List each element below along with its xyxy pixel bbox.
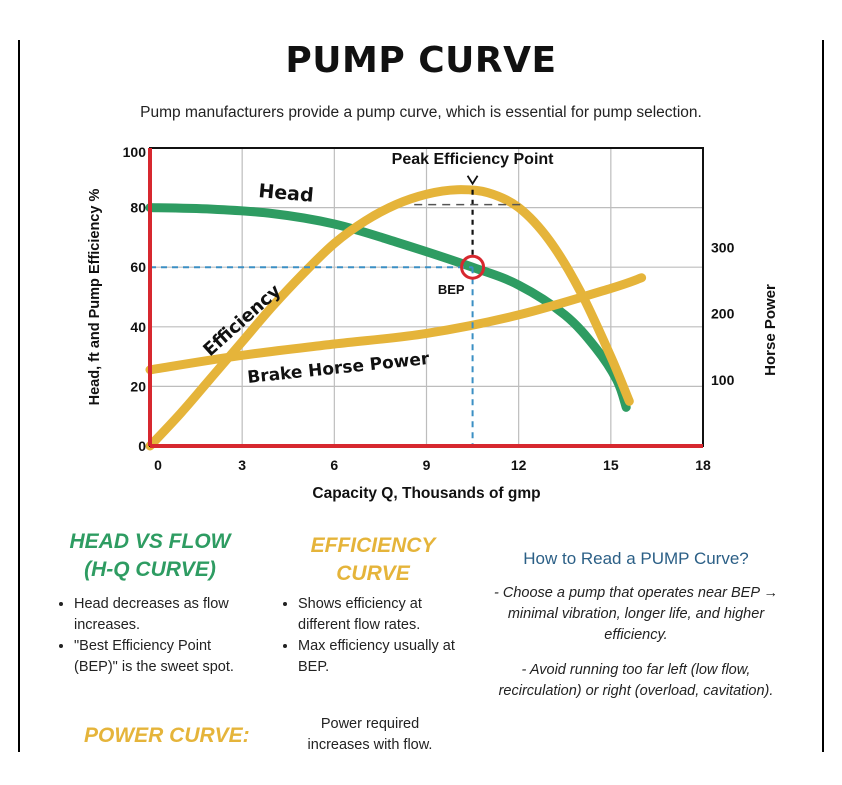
head-flow-bullet: "Best Efficiency Point (BEP)" is the swe… <box>74 636 250 678</box>
howto-paragraph-2: - Avoid running too far left (low flow, … <box>498 662 774 699</box>
peak-efficiency-label: Peak Efficiency Point <box>392 151 555 168</box>
page-title: PUMP CURVE <box>285 40 557 81</box>
howto-paragraph-1: - Choose a pump that operates near BEP →… <box>494 585 778 643</box>
y-tick-label: 80 <box>130 200 146 216</box>
peak-arrow <box>466 175 479 186</box>
efficiency-title-2: CURVE <box>336 562 410 585</box>
x-tick-label: 3 <box>238 457 246 473</box>
head-flow-bullet: Head decreases as flow increases. <box>74 594 250 636</box>
y-tick-label: 40 <box>130 319 146 335</box>
efficiency-bullet: Shows efficiency at different flow rates… <box>298 594 468 636</box>
efficiency-section: EFFICIENCY CURVE Shows efficiency at dif… <box>278 532 468 678</box>
brake-horse-power-curve <box>145 273 647 375</box>
pump-curve-chart: Peak Efficiency PointBEPHeadEfficiencyBr… <box>87 144 779 502</box>
y-tick-label: 60 <box>130 259 146 275</box>
power-curve-title: POWER CURVE: <box>84 724 250 747</box>
x-tick-label: 0 <box>154 457 162 473</box>
efficiency-bullet: Max efficiency usually at BEP. <box>298 636 468 678</box>
left-frame-line <box>18 40 20 752</box>
right-y-axis-title: Horse Power <box>762 284 779 376</box>
x-tick-label: 12 <box>511 457 527 473</box>
y-tick-label: 0 <box>138 438 146 454</box>
page-subtitle: Pump manufacturers provide a pump curve,… <box>140 104 702 121</box>
power-curve-text: Power required increases with flow. <box>307 716 433 753</box>
chart-axes: 0 20 40 60 80 100 0 3 6 9 12 15 18 100 200 300 Capacity … <box>87 144 779 502</box>
x-tick-label: 15 <box>603 457 619 473</box>
bep-label: BEP <box>438 282 465 297</box>
right-frame-line <box>822 40 824 752</box>
head-flow-section: HEAD VS FLOW (H-Q CURVE) Head decreases … <box>50 528 250 678</box>
y-tick-label: 100 <box>123 144 147 160</box>
x-tick-label: 6 <box>330 457 338 473</box>
right-y-tick-label: 100 <box>711 372 735 388</box>
chart-series <box>145 185 647 451</box>
x-axis-title: Capacity Q, Thousands of gmp <box>312 485 540 502</box>
efficiency-curve <box>145 185 634 451</box>
head-flow-title-2: (H-Q CURVE) <box>84 558 216 581</box>
efficiency-title-1: EFFICIENCY <box>310 534 436 557</box>
howto-title: How to Read a PUMP Curve? <box>523 549 749 568</box>
y-tick-label: 20 <box>130 378 146 394</box>
right-y-tick-label: 200 <box>711 306 735 322</box>
head-curve-label: Head <box>258 180 315 207</box>
x-tick-label: 18 <box>695 457 711 473</box>
head-flow-title-1: HEAD VS FLOW <box>69 530 231 553</box>
bep-marker <box>460 254 486 280</box>
efficiency-list: Shows efficiency at different flow rates… <box>278 594 468 678</box>
head-flow-list: Head decreases as flow increases. "Best … <box>50 594 250 678</box>
howto-section: How to Read a PUMP Curve? - Choose a pum… <box>480 549 792 702</box>
right-y-tick-label: 300 <box>711 239 735 255</box>
x-tick-label: 9 <box>423 457 431 473</box>
y-axis-title: Head, ft and Pump Efficiency % <box>87 189 103 406</box>
